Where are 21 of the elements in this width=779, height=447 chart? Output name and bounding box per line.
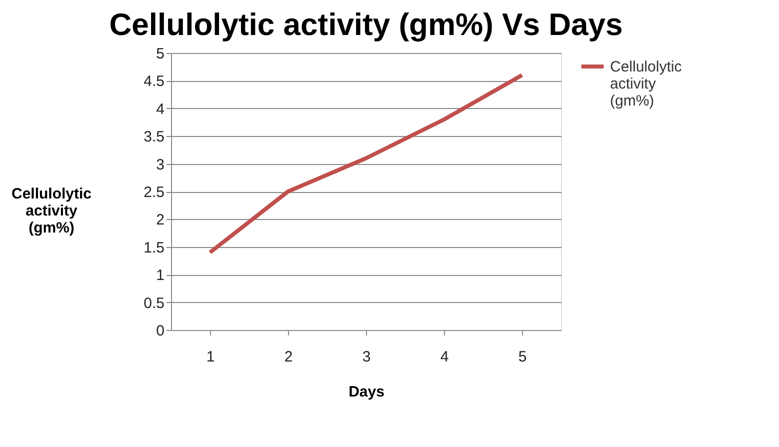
y-tick-label: 0.5 <box>144 294 164 312</box>
x-tick-label: 1 <box>206 348 215 366</box>
line-series <box>208 73 524 254</box>
x-tick-label: 3 <box>362 348 371 366</box>
y-tick-label: 1.5 <box>144 239 164 256</box>
y-tick-label: 3 <box>156 156 164 174</box>
y-tick-label: 2 <box>156 212 164 229</box>
y-tick-label: 4.5 <box>144 73 164 90</box>
x-tick-label: 2 <box>284 348 293 366</box>
y-axis-title: Cellulolytic activity (gm%) <box>11 186 92 236</box>
chart-title: Cellulolytic activity (gm%) Vs Days <box>109 7 623 42</box>
legend-label: Cellulolytic activity (gm%) <box>610 58 682 110</box>
y-tick-label: 1 <box>156 267 164 284</box>
y-tick-label: 5 <box>156 46 164 62</box>
y-tick-label: 0 <box>156 322 164 340</box>
y-tick-label: 3.5 <box>144 128 164 146</box>
x-tick-label: 4 <box>440 348 449 366</box>
y-tick-label: 2.5 <box>144 184 164 201</box>
x-axis-title: Days <box>348 384 384 400</box>
y-tick-label: 4 <box>156 100 164 118</box>
x-tick-label: 5 <box>518 348 527 366</box>
